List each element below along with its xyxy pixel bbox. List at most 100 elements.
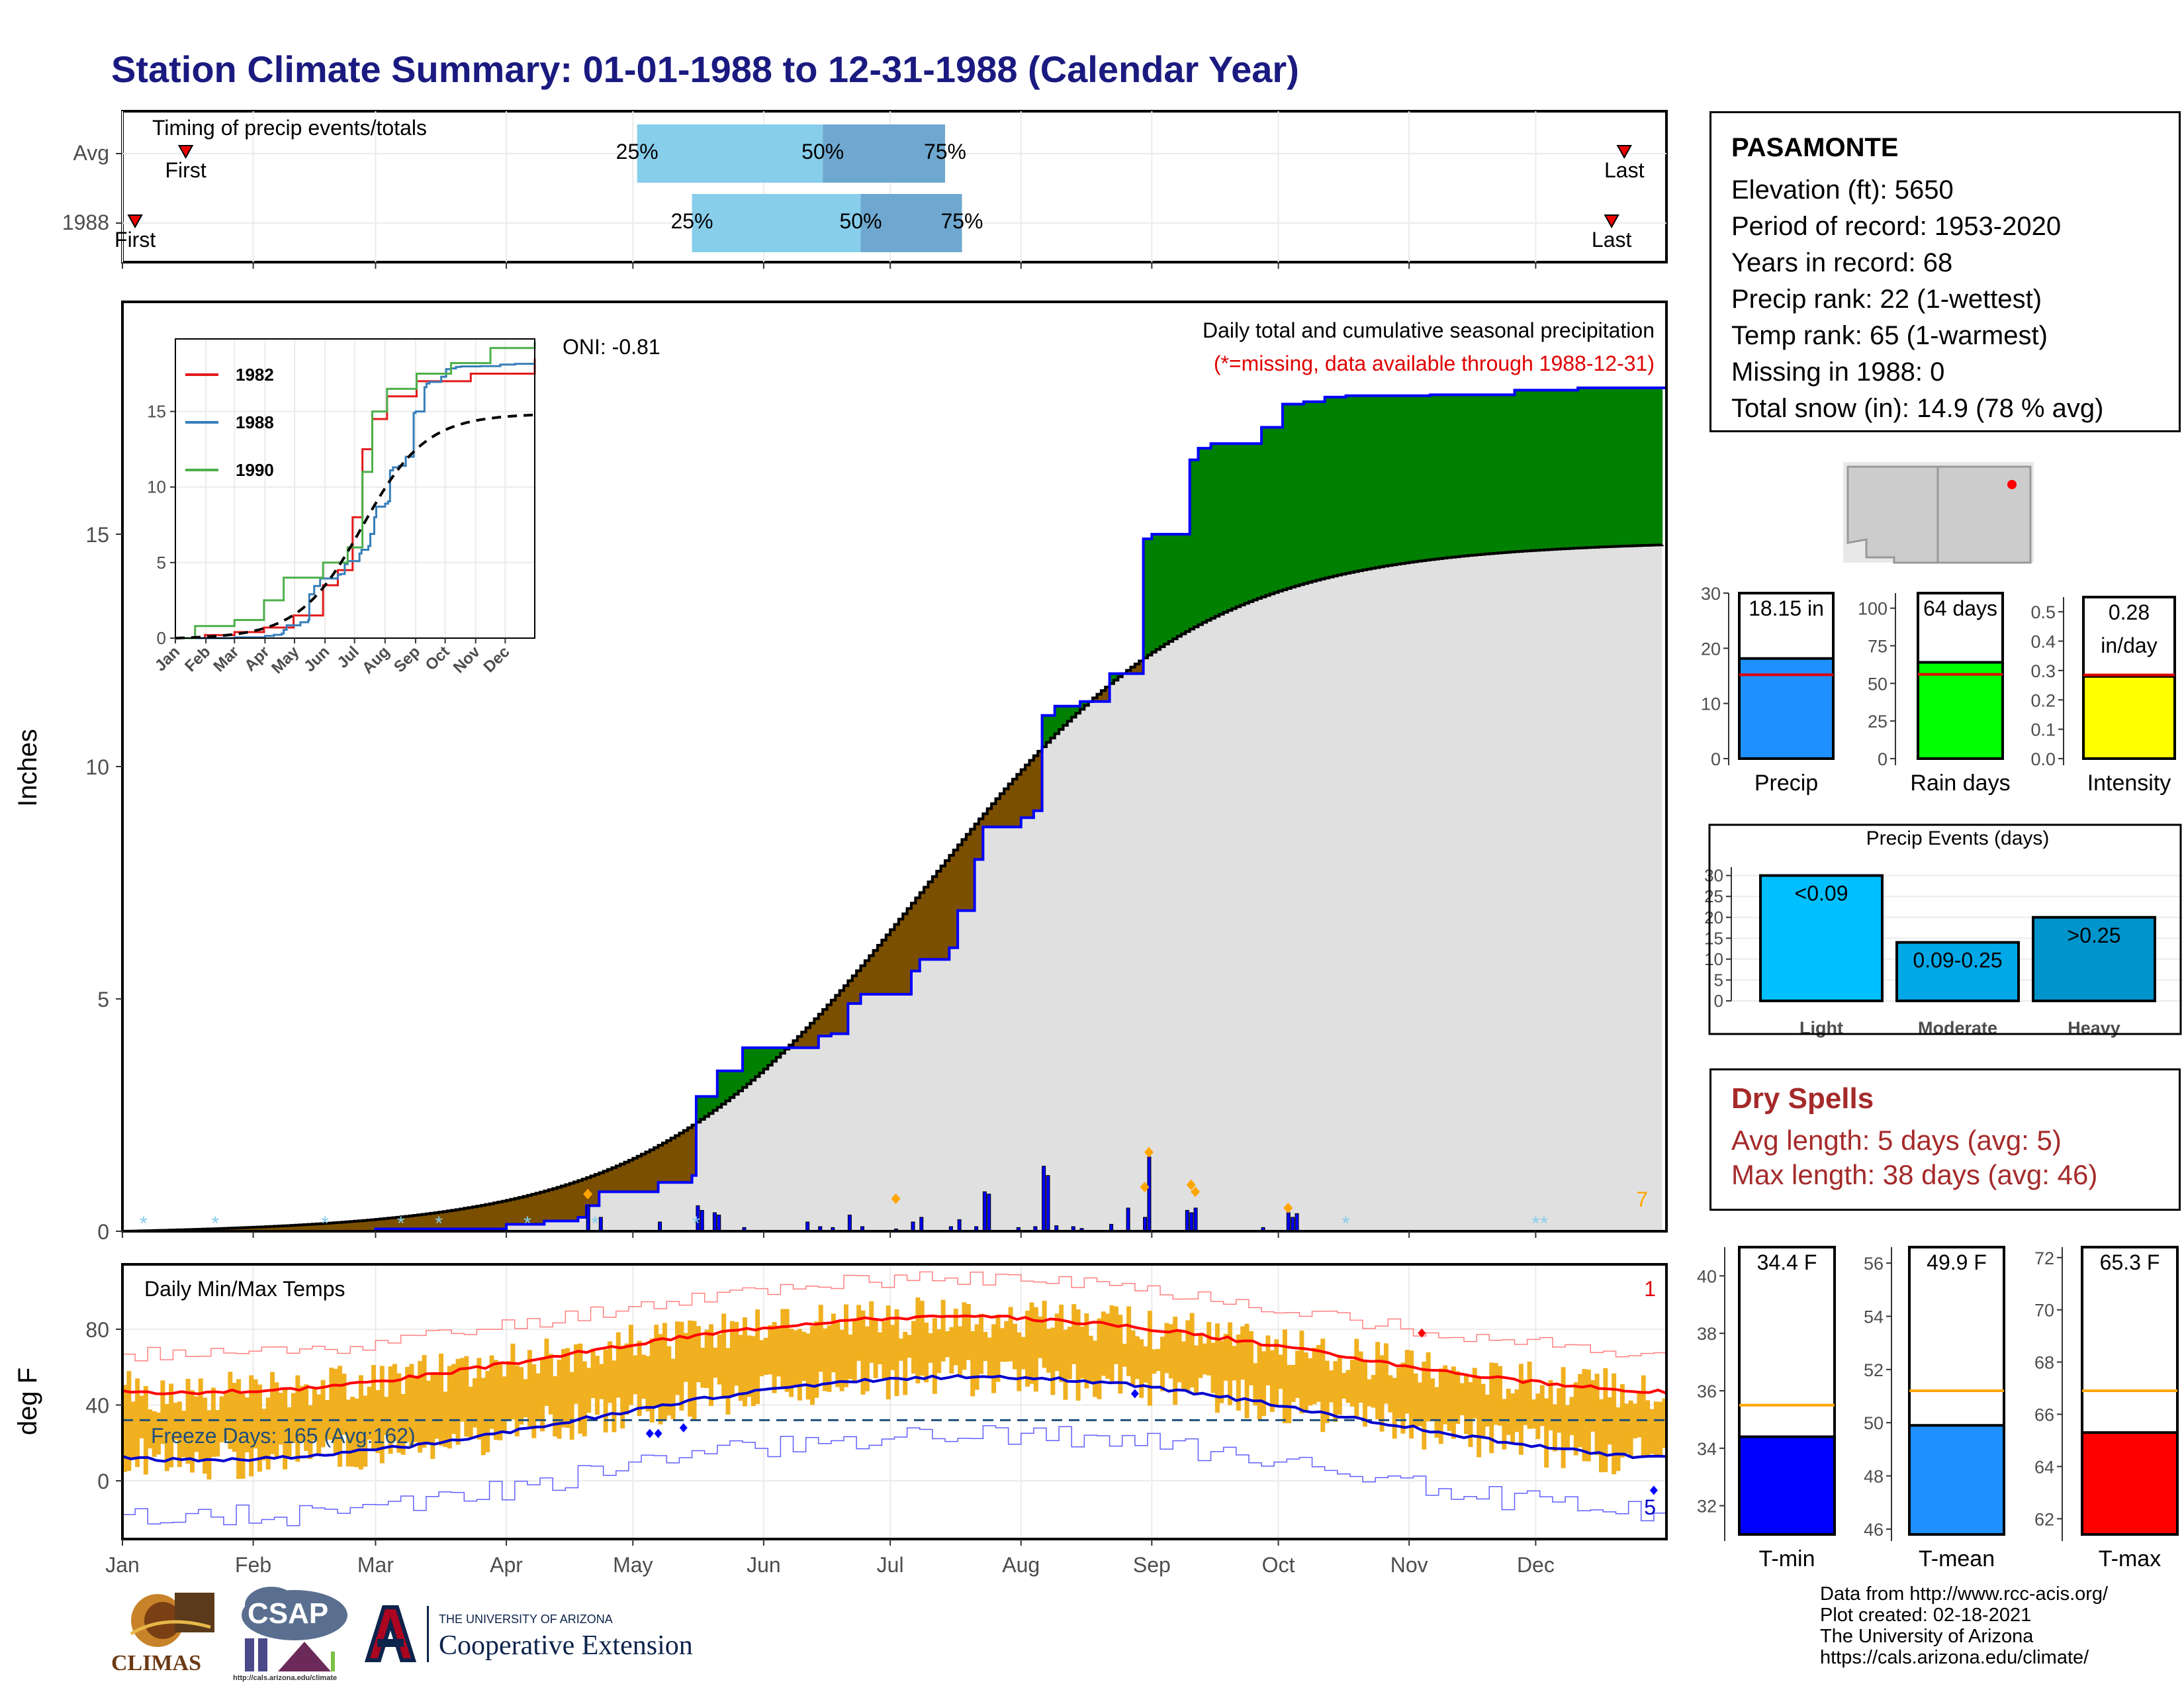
above-normal-segment <box>1535 390 1541 551</box>
above-normal-segment <box>1371 395 1376 569</box>
daily-temp-bar <box>1345 1370 1351 1403</box>
daily-temp-bar <box>683 1333 688 1382</box>
snow-marker: * <box>1342 1213 1350 1235</box>
daily-temp-bar <box>557 1360 562 1439</box>
daily-precip-bar <box>919 1217 924 1232</box>
above-normal-segment <box>1531 390 1536 551</box>
oni-label: ONI: -0.81 <box>563 335 660 359</box>
above-normal-segment <box>1367 395 1372 569</box>
above-normal-segment <box>700 1096 705 1119</box>
daily-temp-bar <box>608 1341 613 1403</box>
daily-temp-bar <box>696 1326 701 1383</box>
daily-temp-bar <box>1535 1393 1541 1440</box>
heavy-precip-marker <box>583 1188 593 1199</box>
rain-days-category-label: Rain days <box>1910 771 2010 796</box>
daily-temp-bar <box>502 1376 507 1432</box>
above-normal-segment <box>1084 701 1089 706</box>
above-normal-segment <box>1143 539 1148 659</box>
below-normal-segment <box>422 1214 427 1229</box>
above-normal-segment <box>1253 444 1258 600</box>
daily-temp-bar <box>1113 1306 1118 1364</box>
daily-temp-bar <box>1079 1326 1085 1379</box>
t-max-category-label: T-max <box>2099 1546 2161 1571</box>
daily-temp-bar <box>679 1321 684 1411</box>
daily-temp-bar <box>1518 1364 1524 1455</box>
timing-q25-q50-bar <box>692 194 861 252</box>
precip-events-chart: Precip Events (days)<0.09Light0.09-0.25M… <box>1704 823 2183 1038</box>
daily-temp-bar <box>358 1375 363 1470</box>
above-normal-segment <box>751 1047 756 1080</box>
below-normal-segment <box>818 1014 823 1037</box>
daily-temp-bar <box>338 1366 343 1467</box>
below-normal-segment <box>666 1141 672 1183</box>
precip-total-y-tick-label: 10 <box>1701 694 1721 714</box>
above-normal-segment <box>1312 401 1317 582</box>
rain-days-y-tick-label: 100 <box>1858 599 1888 619</box>
below-normal-segment <box>312 1224 317 1231</box>
below-normal-segment <box>633 1158 638 1192</box>
above-normal-segment <box>1236 444 1241 607</box>
below-normal-segment <box>810 1023 815 1048</box>
below-normal-segment <box>873 950 878 994</box>
above-normal-segment <box>1320 401 1326 579</box>
daily-temp-bar <box>844 1304 848 1387</box>
record-low-marker <box>654 1429 662 1438</box>
above-normal-segment <box>1185 534 1191 632</box>
below-normal-segment <box>459 1209 465 1229</box>
page-title: Station Climate Summary: 01-01-1988 to 1… <box>111 48 1299 90</box>
daily-temp-bar <box>388 1366 393 1454</box>
first-event-marker <box>177 145 194 160</box>
below-normal-segment <box>468 1207 473 1229</box>
above-normal-segment <box>696 1096 701 1123</box>
daily-temp-bar <box>426 1380 431 1444</box>
below-normal-segment <box>898 919 903 994</box>
daily-temp-bar <box>384 1397 389 1435</box>
daily-temp-bar <box>860 1310 866 1395</box>
daily-temp-bar <box>999 1328 1005 1362</box>
freeze-days-label: Freeze Days: 165 (Avg:162) <box>151 1424 416 1448</box>
above-normal-segment <box>1316 401 1321 581</box>
above-normal-segment <box>1329 397 1334 577</box>
rain-days-y-tick-label: 50 <box>1868 674 1888 694</box>
below-normal-segment <box>274 1226 279 1231</box>
daily-temp-bar <box>919 1300 925 1376</box>
daily-temp-bar <box>1042 1301 1047 1368</box>
daily-temp-bar <box>1303 1352 1308 1411</box>
daily-temp-bar <box>434 1374 439 1439</box>
record-low-marker <box>1649 1485 1658 1495</box>
record-low-marker <box>645 1429 654 1438</box>
daily-temp-bar <box>219 1396 224 1442</box>
below-normal-segment <box>358 1221 363 1231</box>
below-normal-segment <box>864 961 870 994</box>
daily-precip-bar <box>987 1194 991 1232</box>
daily-temp-bar <box>713 1347 718 1378</box>
dry-spells-avg: Avg length: 5 days (avg: 5) <box>1731 1125 2062 1156</box>
snow-marker: * <box>1540 1213 1548 1235</box>
above-normal-segment <box>734 1070 739 1095</box>
daily-temp-bar <box>1004 1321 1009 1362</box>
month-axis-label: Apr <box>490 1553 523 1577</box>
above-normal-segment <box>1649 387 1655 545</box>
above-normal-segment <box>1261 427 1267 597</box>
daily-temp-bar <box>1628 1400 1633 1457</box>
daily-temp-bar <box>1383 1343 1388 1404</box>
daily-temp-bar <box>274 1382 279 1459</box>
below-normal-segment <box>662 1143 667 1183</box>
daily-temp-bar <box>1430 1378 1435 1421</box>
daily-temp-bar <box>553 1376 558 1436</box>
daily-temp-bar <box>1122 1343 1127 1367</box>
daily-temp-bar <box>1029 1302 1034 1384</box>
daily-temp-bar <box>514 1365 520 1436</box>
below-normal-segment <box>485 1204 490 1229</box>
daily-temp-bar <box>1653 1401 1659 1456</box>
daily-precip-bar <box>598 1217 603 1232</box>
daily-temp-bar <box>152 1411 157 1457</box>
timing-row-label: Avg <box>73 141 109 165</box>
daily-temp-bar <box>1662 1398 1667 1448</box>
above-normal-segment <box>1637 387 1642 546</box>
daily-temp-bar <box>1012 1323 1017 1370</box>
daily-temp-bar <box>447 1366 452 1449</box>
last-event-marker <box>1604 214 1619 229</box>
daily-precip-bar <box>1143 1217 1148 1232</box>
daily-temp-bar <box>864 1326 870 1391</box>
